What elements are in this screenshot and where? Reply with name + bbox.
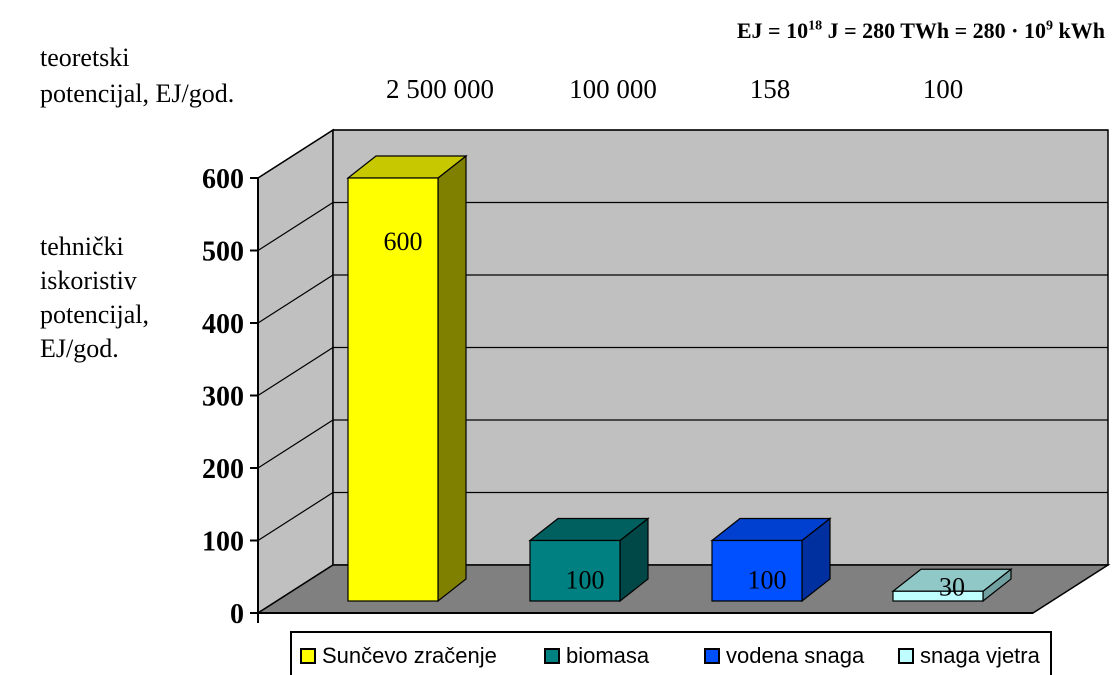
theoretical-value: 100 — [922, 74, 964, 104]
legend-swatch — [544, 648, 560, 664]
bar-front — [347, 177, 439, 602]
bar-front — [892, 590, 984, 602]
technical-label-line: tehnički — [40, 232, 124, 261]
unit-formula: EJ = 1018 J = 280 TWh = 280 · 109 kWh — [736, 18, 1105, 43]
chart-legend: Sunčevo zračenje biomasa vodena snaga sn… — [290, 631, 1052, 675]
gridline — [257, 129, 1108, 179]
gridline — [257, 346, 1108, 397]
legend-label: Sunčevo zračenje — [322, 643, 497, 668]
technical-label-line: potencijal, — [40, 300, 150, 329]
bar-data-label: 600 — [384, 227, 423, 256]
technical-label-line: iskoristiv — [40, 266, 137, 295]
gridline — [257, 491, 1108, 542]
theoretical-value: 158 — [749, 74, 791, 104]
legend-label: biomasa — [566, 643, 650, 668]
legend-item: vodena snaga — [704, 643, 864, 669]
bar-side — [437, 154, 467, 603]
technical-label-line: EJ/god. — [40, 334, 119, 363]
bar-2: 100 — [528, 517, 650, 603]
gridline — [257, 201, 1108, 252]
legend-swatch — [300, 648, 316, 664]
y-tick-label: 100 — [202, 527, 244, 558]
legend-item: biomasa — [544, 643, 649, 669]
technical-potential-label: tehnički iskoristiv potencijal, EJ/god. — [40, 230, 149, 366]
y-tick-label: 400 — [202, 309, 244, 340]
bar-data-label: 100 — [566, 566, 605, 595]
chart-bars: 600 100 100 30 — [346, 154, 1013, 603]
y-tick-label: 200 — [202, 454, 244, 485]
legend-item: Sunčevo zračenje — [300, 643, 497, 669]
y-tick-label: 600 — [202, 164, 244, 195]
y-tick-label: 300 — [202, 382, 244, 413]
theoretical-label-line: teoretski — [40, 43, 130, 72]
bar-data-label: 100 — [748, 566, 787, 595]
gridline — [257, 419, 1108, 469]
y-tick-label: 0 — [230, 599, 244, 630]
legend-swatch — [898, 648, 914, 664]
y-tick-label: 500 — [202, 237, 244, 268]
bar-3: 100 — [710, 517, 832, 603]
bar-1: 600 — [346, 154, 468, 603]
bar-4: 30 — [891, 568, 1013, 603]
legend-label: snaga vjetra — [920, 643, 1040, 668]
theoretical-value: 2 500 000 — [386, 74, 494, 104]
chart-gridlines — [257, 129, 1108, 542]
legend-label: vodena snaga — [726, 643, 865, 668]
theoretical-value: 100 000 — [569, 74, 657, 104]
legend-item: snaga vjetra — [898, 643, 1040, 669]
bar-front — [529, 539, 621, 602]
bar-front — [711, 539, 803, 602]
theoretical-label-line: potencijal, EJ/god. — [40, 79, 235, 108]
bar-data-label: 30 — [939, 572, 965, 601]
legend-swatch — [704, 648, 720, 664]
gridline — [257, 274, 1108, 324]
y-axis: 0 100 200 300 400 500 600 — [202, 164, 1033, 630]
theoretical-potential-label: teoretski potencijal, EJ/god. — [40, 40, 234, 112]
